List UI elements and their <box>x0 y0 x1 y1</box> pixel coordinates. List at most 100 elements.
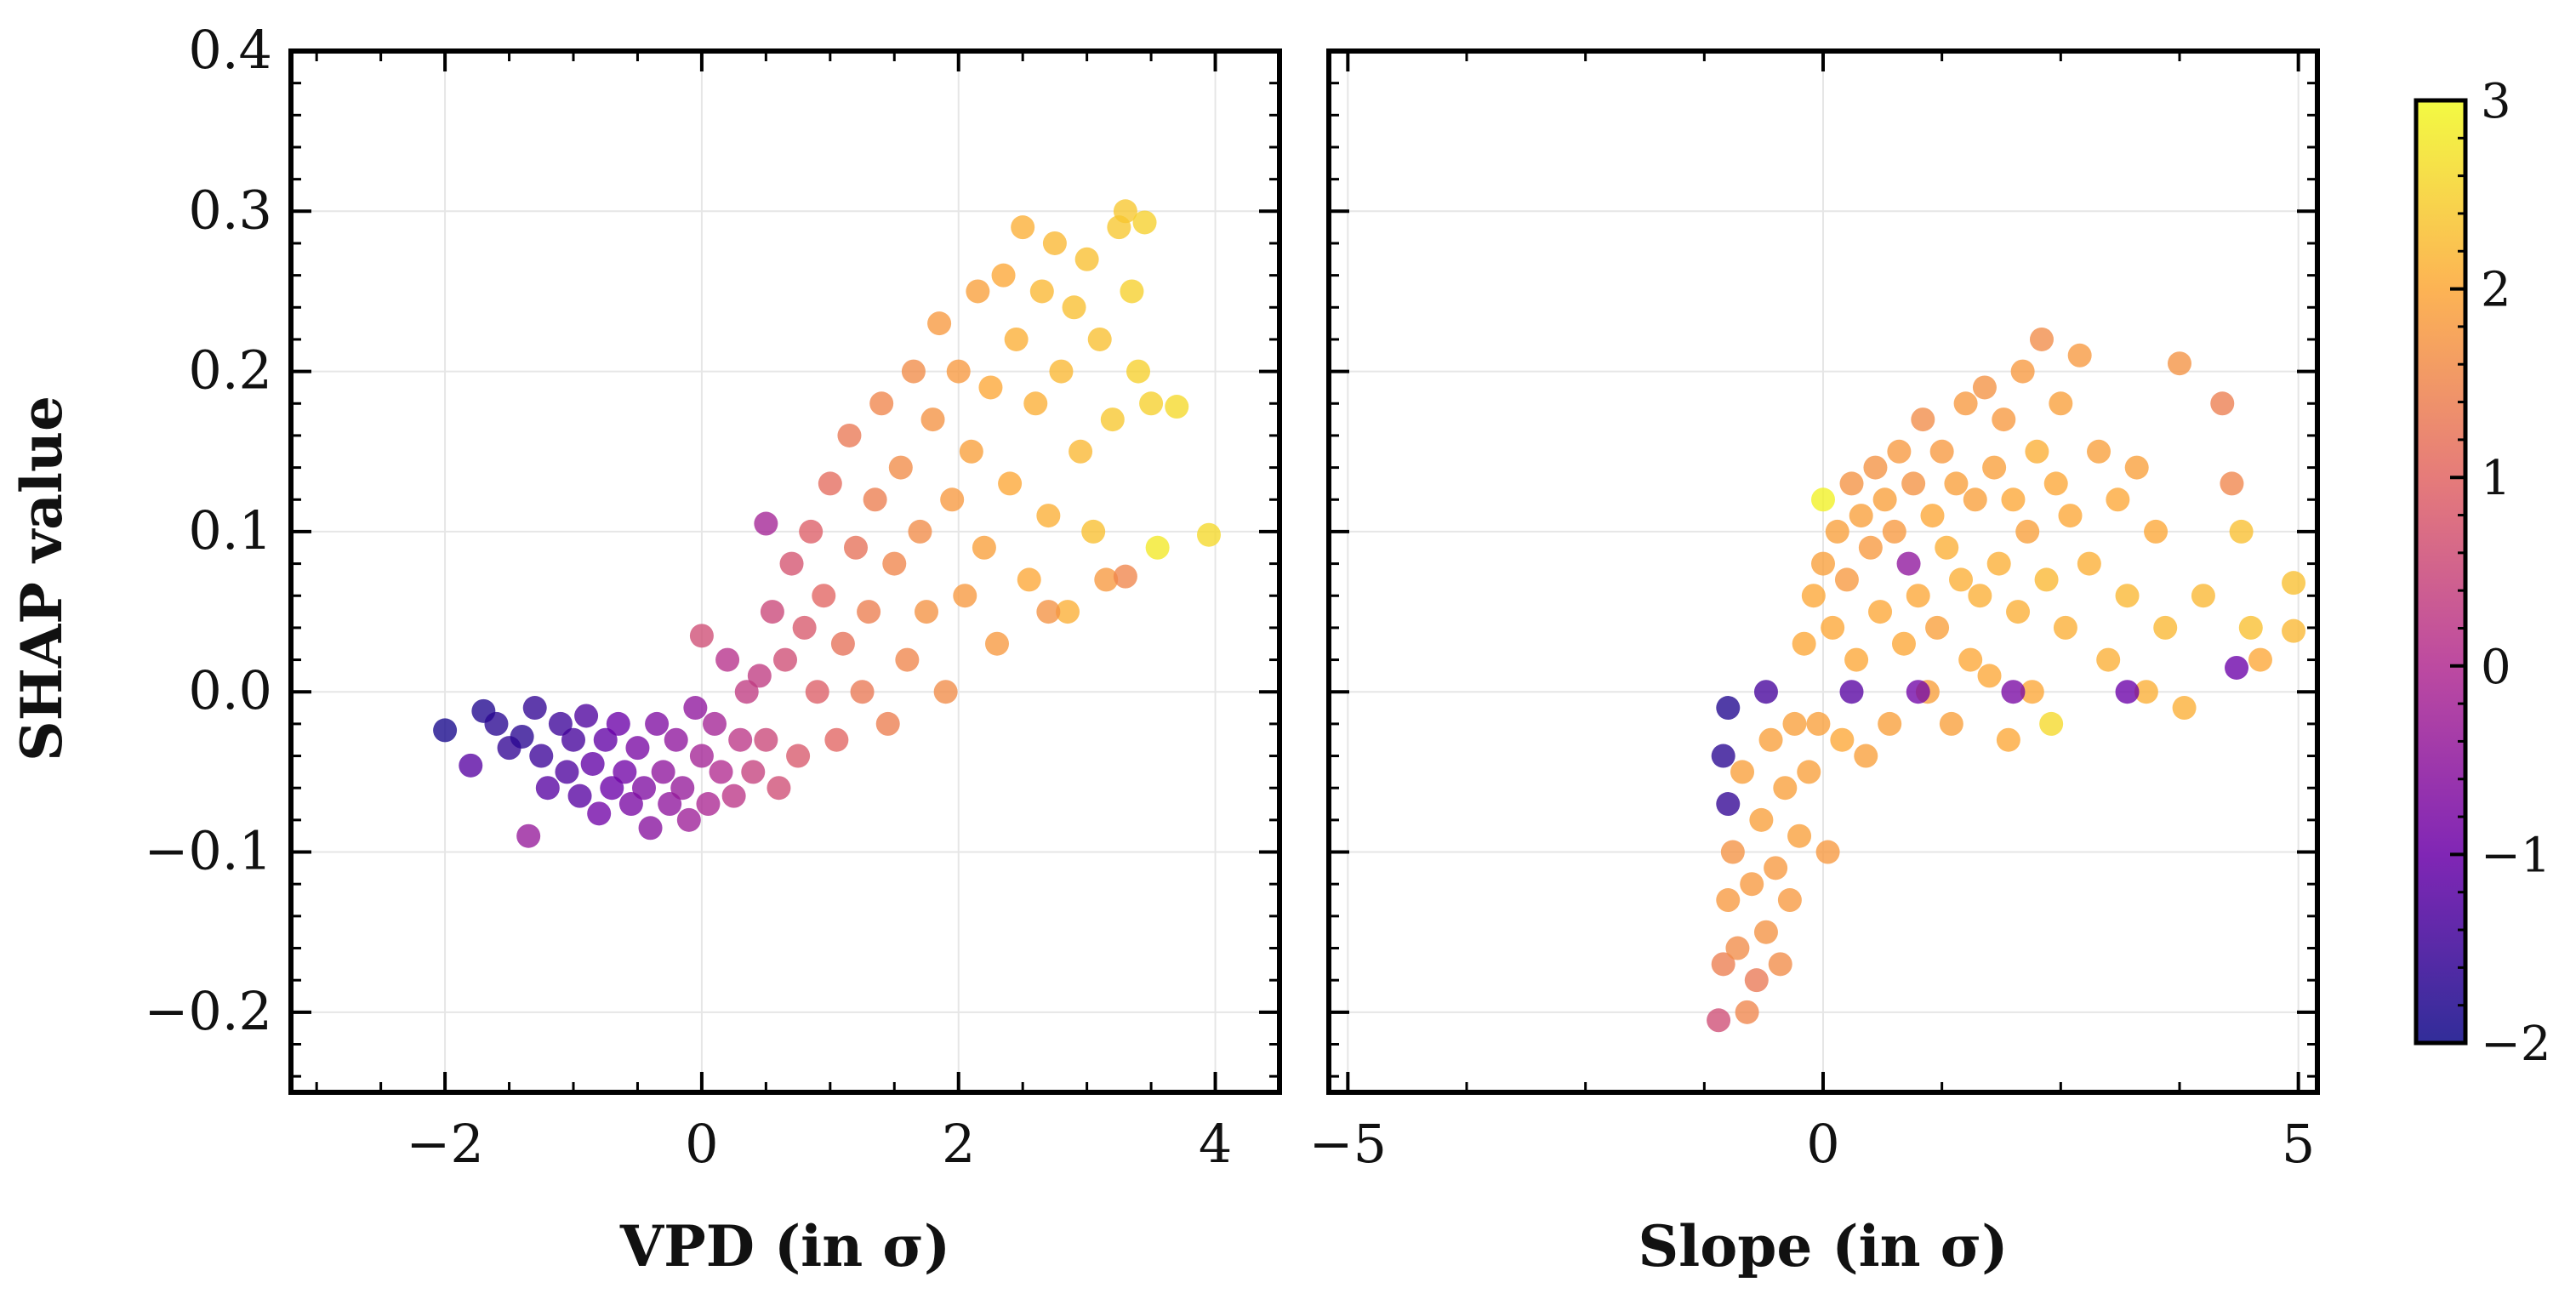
scatter-point <box>1811 487 1835 512</box>
scatter-point <box>1925 615 1950 640</box>
scatter-point <box>1074 247 1099 271</box>
scatter-point <box>2282 618 2306 643</box>
y-axis-label: SHAP value <box>9 396 75 761</box>
scatter-point <box>1977 664 2002 688</box>
scatter-point <box>869 391 894 416</box>
scatter-point <box>664 727 688 752</box>
scatter-point <box>1920 504 1945 528</box>
y-tick-label: 0.2 <box>188 339 272 402</box>
colorbar-gradient <box>2416 100 2465 1043</box>
scatter-point <box>1113 564 1137 589</box>
scatter-point <box>901 359 926 384</box>
scatter-point <box>1036 504 1061 528</box>
x-tick-label: 5 <box>2282 1113 2315 1175</box>
scatter-point <box>1911 407 1935 432</box>
scatter-point <box>1834 567 1859 592</box>
scatter-point <box>2172 696 2197 721</box>
scatter-point <box>632 776 656 801</box>
scatter-point <box>567 784 592 808</box>
scatter-point <box>510 724 534 749</box>
x-tick-label: 0 <box>685 1113 718 1175</box>
scatter-point <box>946 359 971 384</box>
scatter-point <box>2248 647 2272 672</box>
scatter-point <box>2144 519 2169 544</box>
scatter-point <box>548 711 573 736</box>
scatter-point <box>1972 375 1997 400</box>
scatter-point <box>850 680 875 704</box>
scatter-point <box>1100 407 1125 432</box>
scatter-point <box>2124 455 2149 480</box>
scatter-point <box>689 744 714 768</box>
scatter-point <box>966 279 990 304</box>
scatter-point <box>1986 551 2011 576</box>
scatter-point <box>1797 760 1821 784</box>
scatter-point <box>1887 439 1912 464</box>
scatter-point <box>812 584 836 608</box>
scatter-point <box>709 760 733 784</box>
scatter-point <box>779 551 804 576</box>
scatter-point <box>606 711 630 736</box>
scatter-point <box>1023 391 1048 416</box>
scatter-point <box>1758 727 1783 752</box>
scatter-point <box>2153 615 2178 640</box>
y-tick-label: −0.1 <box>144 820 272 882</box>
scatter-point <box>1939 711 1963 736</box>
scatter-point <box>1953 391 1978 416</box>
scatter-point <box>728 727 753 752</box>
scatter-point <box>933 680 958 704</box>
scatter-point <box>593 727 618 752</box>
scatter-point <box>2029 327 2054 351</box>
scatter-point <box>645 711 670 736</box>
scatter-point <box>1787 823 1812 848</box>
scatter-point <box>2210 391 2235 416</box>
scatter-point <box>689 624 714 648</box>
scatter-point <box>875 711 900 736</box>
scatter-point <box>1056 600 1080 624</box>
colorbar-tick-label: 0 <box>2481 640 2511 695</box>
scatter-point <box>459 753 483 778</box>
scatter-point <box>1145 535 1170 560</box>
scatter-point <box>2115 680 2140 704</box>
scatter-point <box>535 776 560 801</box>
scatter-point <box>1716 792 1741 817</box>
scatter-point <box>529 744 554 768</box>
scatter-point <box>1801 584 1826 608</box>
scatter-point <box>484 711 509 736</box>
scatter-point <box>2039 711 2064 736</box>
scatter-point <box>837 423 862 447</box>
scatter-point <box>2282 571 2306 596</box>
scatter-point <box>2001 680 2026 704</box>
scatter-point <box>1716 696 1741 721</box>
vpd-panel: −2 0 2 4 −0.2 −0.1 0.0 0.1 0.2 0.3 0.4 VPD (in σ) <box>144 19 1282 1279</box>
scatter-point <box>1792 631 1816 656</box>
scatter-point <box>2043 471 2068 496</box>
scatter-point <box>2058 504 2083 528</box>
scatter-point <box>1707 1008 1731 1033</box>
scatter-point <box>844 535 868 560</box>
scatter-point <box>1017 567 1041 592</box>
scatter-point <box>1901 471 1926 496</box>
scatter-point <box>516 823 541 848</box>
scatter-point <box>1081 519 1106 544</box>
scatter-point <box>773 647 797 672</box>
scatter-point <box>522 696 547 721</box>
scatter-point <box>1126 359 1150 384</box>
scatter-point <box>2020 680 2044 704</box>
scatter-point <box>2049 391 2073 416</box>
scatter-point <box>613 760 637 784</box>
y-tick-label: 0.3 <box>188 179 272 241</box>
scatter-point <box>805 680 829 704</box>
scatter-point <box>2053 615 2077 640</box>
x-tick-label: 4 <box>1199 1113 1232 1175</box>
scatter-point <box>1863 455 1888 480</box>
scatter-point <box>721 784 746 808</box>
scatter-point <box>2134 680 2158 704</box>
scatter-point <box>824 727 849 752</box>
scatter-point <box>1087 327 1112 351</box>
x-tick-label: 2 <box>942 1113 975 1175</box>
scatter-point <box>683 696 708 721</box>
scatter-point <box>1777 888 1802 913</box>
scatter-point <box>754 727 778 752</box>
scatter-point <box>1872 487 1897 512</box>
scatter-point <box>1996 727 2020 752</box>
